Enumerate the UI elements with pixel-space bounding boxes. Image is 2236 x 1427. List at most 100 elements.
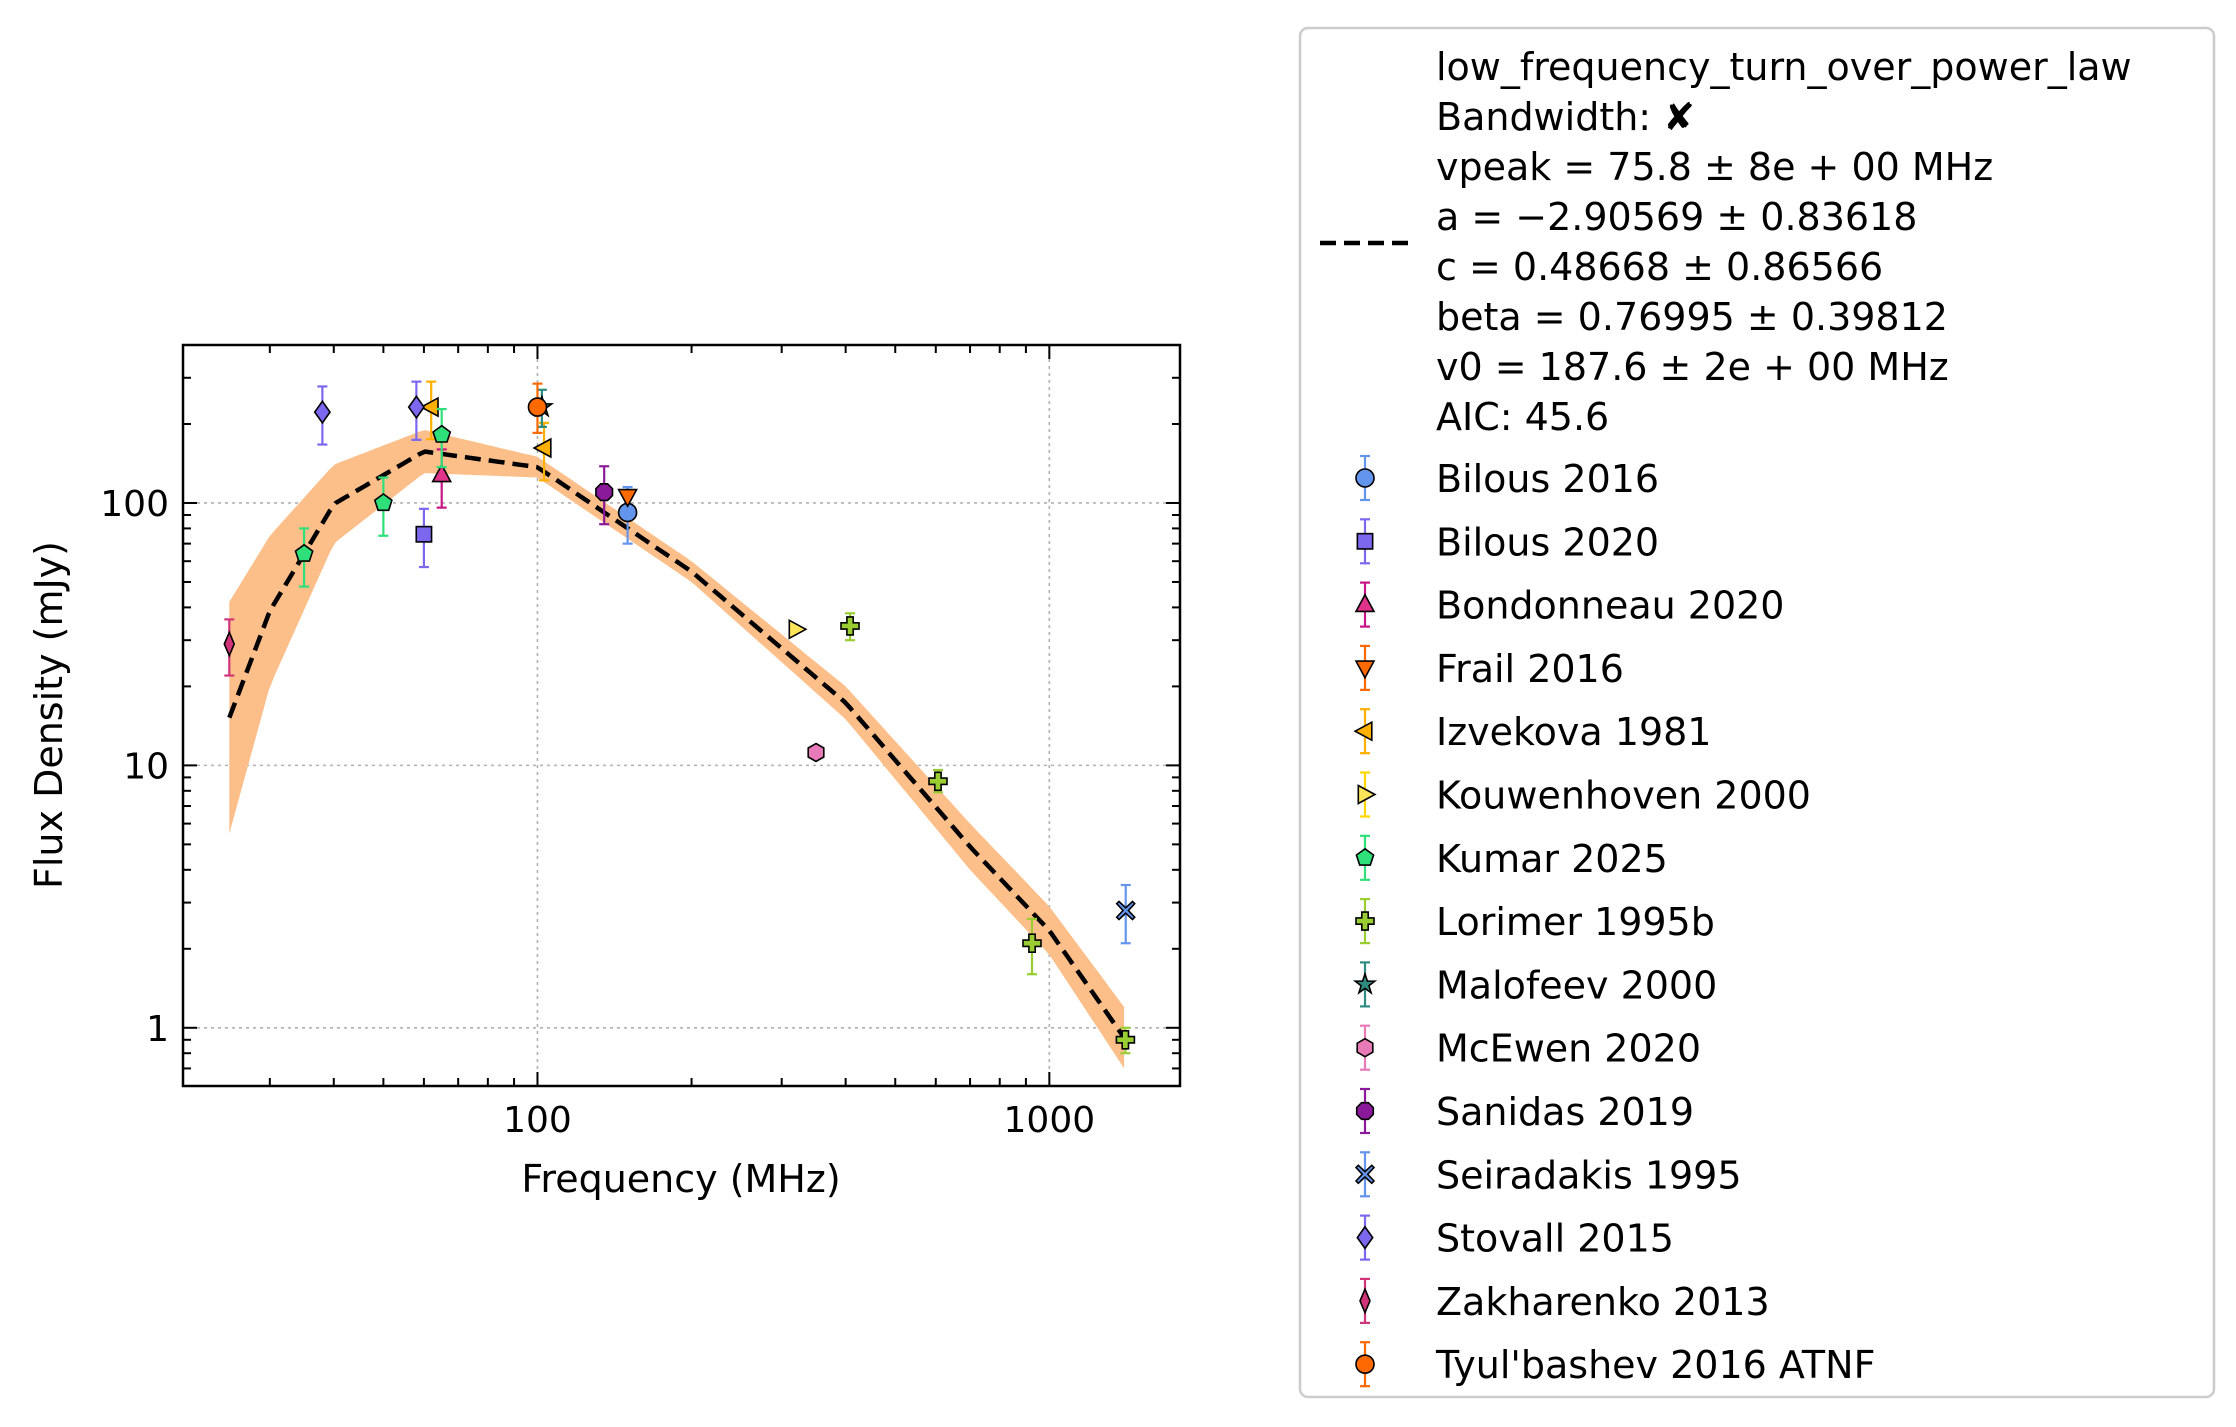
legend-marker (1357, 784, 1377, 805)
axis-ticks: 100 1000 1 10 100 (100, 344, 1180, 1141)
legend-label: Kumar 2025 (1436, 837, 1668, 881)
legend-entry: Tyul'bashev 2016 ATNF (1355, 1341, 1875, 1388)
legend-marker (1355, 468, 1375, 488)
series-mcewen-2020 (807, 742, 825, 763)
legend-label: Stovall 2015 (1436, 1217, 1674, 1261)
legend-marker (1356, 1037, 1374, 1058)
data-points (223, 380, 1136, 1055)
fit-curve-layer (227, 449, 1126, 1039)
y-tick-label: 1 (146, 1009, 169, 1050)
data-point (532, 437, 552, 459)
legend-marker (1354, 593, 1376, 613)
legend-marker (1359, 1287, 1371, 1315)
data-point (407, 394, 425, 420)
legend-entry: Kumar 2025 (1355, 834, 1668, 881)
legend-marker (1352, 971, 1378, 995)
x-tick-label: 100 (503, 1100, 572, 1141)
legend-marker (1354, 1164, 1376, 1185)
legend-entry: Frail 2016 (1354, 644, 1624, 692)
data-point (840, 616, 860, 636)
series-lorimer-1995b (840, 612, 1136, 1055)
legend-entry: Bondonneau 2020 (1354, 581, 1784, 628)
y-axis-label: Flux Density (mJy) (27, 541, 71, 889)
legend-fit-param: vpeak = 75.8 ± 8e + 00 MHz (1436, 145, 1993, 189)
legend-entry: Lorimer 1995b (1355, 897, 1715, 945)
data-point (431, 463, 453, 483)
fit-uncertainty-band (229, 430, 1125, 1069)
data-point (373, 493, 393, 512)
fit-curve (227, 449, 1126, 1039)
legend-label: McEwen 2020 (1436, 1027, 1701, 1071)
series-sanidas-2019 (595, 465, 614, 526)
legend-fit-param: a = −2.90569 ± 0.83618 (1436, 195, 1917, 239)
legend-entry: Malofeev 2000 (1352, 961, 1717, 1008)
series-frail-2016 (617, 488, 638, 508)
legend-label: Izvekova 1981 (1436, 710, 1711, 754)
legend-fit-param: beta = 0.76995 ± 0.39812 (1436, 295, 1948, 339)
legend-frame (1298, 26, 2216, 1399)
legend-label: Malofeev 2000 (1436, 963, 1717, 1007)
legend-entry: Kouwenhoven 2000 (1357, 771, 1811, 818)
legend-entry: Bilous 2016 (1355, 454, 1659, 502)
legend-label: Lorimer 1995b (1436, 900, 1715, 944)
series-tyul-bashev-2016-atnf (527, 382, 548, 434)
legend-label: Bilous 2020 (1436, 520, 1659, 564)
legend-marker (1355, 911, 1375, 931)
data-point (617, 488, 638, 508)
data-point (527, 397, 548, 417)
legend-label: Kouwenhoven 2000 (1436, 774, 1811, 818)
legend-fit-param: Bandwidth: ✘ (1436, 95, 1695, 139)
data-point (928, 771, 948, 792)
data-point (1022, 933, 1042, 954)
x-axis-label: Frequency (MHz) (521, 1157, 840, 1201)
legend-marker (1355, 1101, 1375, 1121)
data-point (294, 543, 314, 562)
legend-fit-param: c = 0.48668 ± 0.86566 (1436, 245, 1883, 289)
legend-entry: Stovall 2015 (1356, 1214, 1674, 1261)
legend-fit-name: low_frequency_turn_over_power_law (1436, 45, 2132, 89)
legend-label: Sanidas 2019 (1436, 1090, 1694, 1134)
axes-frame (181, 343, 1182, 1088)
legend-marker (1355, 847, 1375, 866)
legend-marker (1356, 1225, 1374, 1250)
series-stovall-2015 (313, 380, 425, 446)
data-point (419, 396, 439, 418)
y-tick-label: 10 (123, 746, 169, 787)
legend-marker (1355, 1354, 1375, 1374)
legend-label: Zakharenko 2013 (1436, 1280, 1770, 1324)
legend-marker (1353, 720, 1373, 742)
data-point (807, 742, 825, 763)
data-point (415, 525, 433, 543)
legend-entry: Sanidas 2019 (1355, 1087, 1694, 1135)
legend-entry: Bilous 2020 (1356, 518, 1659, 565)
data-point (223, 630, 236, 658)
legend-entry: McEwen 2020 (1356, 1024, 1701, 1071)
y-tick-label: 100 (100, 484, 169, 525)
data-point (788, 618, 808, 640)
legend-entry: Izvekova 1981 (1353, 708, 1711, 755)
legend-label: Tyul'bashev 2016 ATNF (1435, 1343, 1875, 1387)
legend-entry: Zakharenko 2013 (1359, 1277, 1770, 1325)
series-seiradakis-1995 (1115, 883, 1136, 945)
data-point (1115, 900, 1136, 921)
series-izvekova-1981 (419, 380, 552, 482)
legend-marker (1354, 660, 1376, 680)
series-kumar-2025 (294, 407, 452, 588)
legend-label: Frail 2016 (1436, 647, 1624, 691)
data-point (595, 482, 614, 502)
legend-label: Bondonneau 2020 (1436, 584, 1784, 628)
legend-label: Bilous 2016 (1436, 457, 1659, 501)
series-kouwenhoven-2000 (788, 618, 808, 640)
legend-fit-param: AIC: 45.6 (1436, 395, 1609, 439)
series-zakharenko-2013 (223, 618, 236, 677)
legend-entry: Seiradakis 1995 (1354, 1151, 1742, 1198)
grid-lines (183, 345, 1180, 1086)
data-point (1115, 1030, 1136, 1050)
legend-fit-param: v0 = 187.6 ± 2e + 00 MHz (1436, 345, 1949, 389)
legend-label: Seiradakis 1995 (1436, 1153, 1742, 1197)
data-point (432, 424, 452, 443)
fit-band-area (229, 430, 1125, 1069)
data-point (313, 399, 331, 425)
